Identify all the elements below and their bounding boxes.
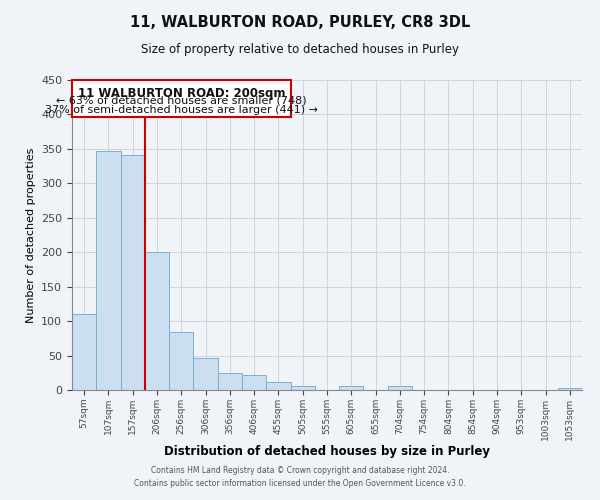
Bar <box>266 382 290 390</box>
Y-axis label: Number of detached properties: Number of detached properties <box>26 148 35 322</box>
Bar <box>72 314 96 390</box>
X-axis label: Distribution of detached houses by size in Purley: Distribution of detached houses by size … <box>164 446 490 458</box>
Bar <box>145 252 169 390</box>
Bar <box>339 386 364 390</box>
Bar <box>242 375 266 390</box>
Bar <box>96 151 121 390</box>
Text: 11, WALBURTON ROAD, PURLEY, CR8 3DL: 11, WALBURTON ROAD, PURLEY, CR8 3DL <box>130 15 470 30</box>
Bar <box>218 373 242 390</box>
Text: Contains HM Land Registry data © Crown copyright and database right 2024.
Contai: Contains HM Land Registry data © Crown c… <box>134 466 466 487</box>
Text: Size of property relative to detached houses in Purley: Size of property relative to detached ho… <box>141 42 459 56</box>
Bar <box>121 155 145 390</box>
Bar <box>558 388 582 390</box>
Text: 11 WALBURTON ROAD: 200sqm: 11 WALBURTON ROAD: 200sqm <box>78 87 285 100</box>
FancyBboxPatch shape <box>73 80 290 116</box>
Text: ← 63% of detached houses are smaller (748): ← 63% of detached houses are smaller (74… <box>56 96 307 106</box>
Text: 37% of semi-detached houses are larger (441) →: 37% of semi-detached houses are larger (… <box>45 105 318 115</box>
Bar <box>290 386 315 390</box>
Bar <box>388 386 412 390</box>
Bar <box>169 332 193 390</box>
Bar <box>193 358 218 390</box>
